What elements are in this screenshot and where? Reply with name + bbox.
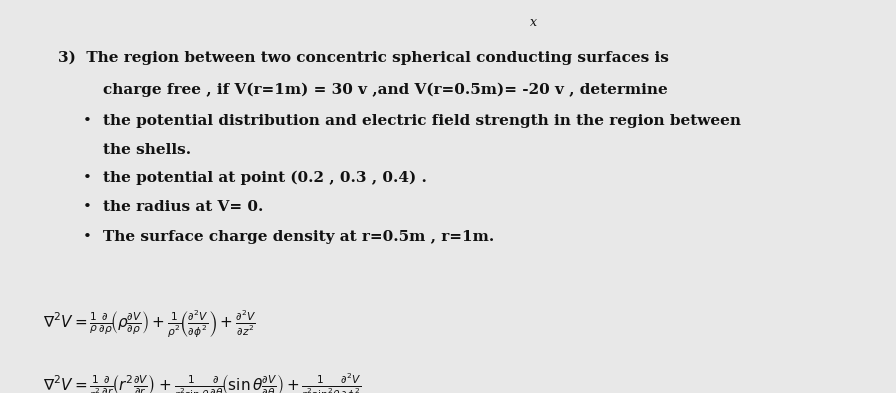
Text: $\nabla^2 V = \frac{1}{r^2}\frac{\partial}{\partial r}\!\left(r^2\frac{\partial : $\nabla^2 V = \frac{1}{r^2}\frac{\partia… — [43, 371, 361, 393]
Text: •: • — [82, 171, 91, 185]
Text: •: • — [82, 200, 91, 215]
Text: •: • — [82, 114, 91, 128]
Text: the shells.: the shells. — [103, 143, 191, 158]
Text: •: • — [82, 230, 91, 244]
Text: 3)  The region between two concentric spherical conducting surfaces is: 3) The region between two concentric sph… — [58, 51, 669, 66]
Text: $\nabla^2 V = \frac{1}{\rho}\frac{\partial}{\partial \rho}\!\left(\rho\frac{\par: $\nabla^2 V = \frac{1}{\rho}\frac{\parti… — [43, 309, 256, 340]
Text: charge free , if V(r=1m) = 30 v ,and V(r=0.5m)= -20 v , determine: charge free , if V(r=1m) = 30 v ,and V(r… — [103, 83, 668, 97]
Text: the potential at point (0.2 , 0.3 , 0.4) .: the potential at point (0.2 , 0.3 , 0.4)… — [103, 171, 426, 185]
Text: the potential distribution and electric field strength in the region between: the potential distribution and electric … — [103, 114, 741, 128]
Text: the radius at V= 0.: the radius at V= 0. — [103, 200, 263, 215]
Text: The surface charge density at r=0.5m , r=1m.: The surface charge density at r=0.5m , r… — [103, 230, 495, 244]
Text: x: x — [530, 16, 537, 29]
